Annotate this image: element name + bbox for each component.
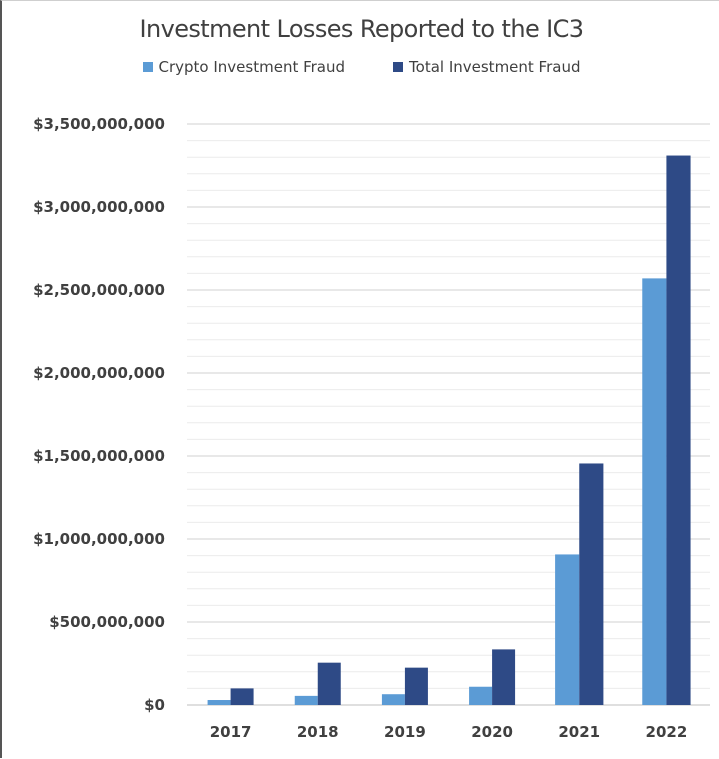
chart-title: Investment Losses Reported to the IC3 <box>139 15 585 43</box>
x-tick-label: 2022 <box>646 723 688 741</box>
x-tick-label: 2019 <box>384 723 426 741</box>
legend: Crypto Investment Fraud Total Investment… <box>2 58 719 76</box>
bar-crypto-2018 <box>294 695 318 705</box>
bar-total-2017 <box>230 688 254 705</box>
x-tick-label: 2018 <box>297 723 339 741</box>
legend-label-crypto: Crypto Investment Fraud <box>158 58 346 76</box>
legend-swatch-total <box>393 62 404 72</box>
y-tick-label: $3,000,000,000 <box>33 198 165 216</box>
legend-label-total: Total Investment Fraud <box>409 58 581 76</box>
bar-total-2020 <box>492 649 516 705</box>
x-tick-label: 2021 <box>558 723 600 741</box>
bar-crypto-2021 <box>555 554 580 705</box>
bar-crypto-2020 <box>469 686 493 705</box>
legend-item-total: Total Investment Fraud <box>393 58 580 76</box>
bar-crypto-2022 <box>642 278 667 705</box>
bar-total-2022 <box>666 155 691 706</box>
y-tick-label: $2,000,000,000 <box>33 364 165 382</box>
bar-crypto-2017 <box>207 700 231 705</box>
y-tick-label: $3,500,000,000 <box>33 115 165 133</box>
y-tick-label: $500,000,000 <box>49 613 165 631</box>
y-tick-label: $0 <box>144 696 165 714</box>
legend-swatch-crypto <box>142 62 153 72</box>
bar-total-2018 <box>317 662 341 705</box>
legend-item-crypto: Crypto Investment Fraud <box>142 58 346 76</box>
bar-total-2019 <box>404 667 428 705</box>
x-tick-label: 2020 <box>471 723 513 741</box>
x-tick-label: 2017 <box>210 723 252 741</box>
bar-crypto-2019 <box>381 694 405 705</box>
y-tick-label: $1,000,000,000 <box>33 530 165 548</box>
y-tick-label: $1,500,000,000 <box>33 447 165 465</box>
bar-total-2021 <box>579 463 604 705</box>
y-tick-label: $2,500,000,000 <box>33 281 165 299</box>
